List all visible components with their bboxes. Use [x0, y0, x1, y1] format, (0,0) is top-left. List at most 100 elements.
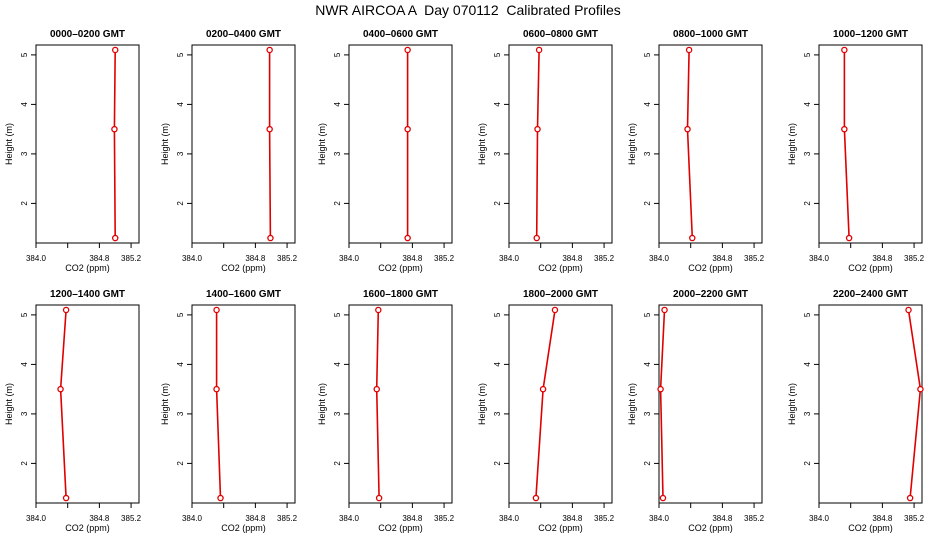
- y-tick-label: 3: [176, 411, 185, 416]
- profile-panel: 1600–1800 GMT 384.0 384.8 385.2 CO2 (ppm) 2 3 4…: [317, 289, 455, 533]
- figure-title: NWR AIRCOA A Day 070112 Calibrated Profi…: [315, 2, 621, 18]
- panel-title: 1000–1200 GMT: [833, 29, 908, 40]
- x-tick-label: 384.0: [26, 514, 47, 523]
- x-tick-label: 384.8: [402, 254, 423, 263]
- x-tick-label: 384.8: [562, 254, 583, 263]
- panel-title: 1800–2000 GMT: [523, 289, 598, 300]
- y-tick-label: 4: [643, 362, 652, 367]
- x-tick-label: 385.2: [121, 514, 142, 523]
- profile-line: [59, 309, 67, 499]
- x-tick-label: 384.8: [872, 514, 893, 523]
- y-tick-label: 2: [20, 201, 29, 206]
- y-tick-label: 5: [803, 312, 812, 317]
- data-point: [375, 306, 382, 314]
- y-tick-label: 2: [493, 461, 502, 466]
- profile-line: [535, 49, 540, 239]
- y-axis-label: Height (m): [787, 383, 797, 425]
- x-axis-label: CO2 (ppm): [65, 523, 110, 533]
- data-point: [684, 125, 691, 133]
- y-tick-label: 5: [20, 52, 29, 57]
- profile-line: [375, 309, 380, 499]
- data-point: [111, 234, 119, 242]
- x-tick-label: 384.8: [245, 254, 266, 263]
- data-point: [657, 385, 664, 393]
- y-tick-label: 3: [493, 411, 502, 416]
- y-tick-label: 3: [643, 151, 652, 156]
- y-tick-label: 3: [176, 151, 185, 156]
- plot-frame: [348, 44, 453, 244]
- y-tick-label: 3: [20, 151, 29, 156]
- y-tick-label: 5: [643, 312, 652, 317]
- data-point: [841, 46, 848, 54]
- profile-line: [113, 49, 116, 239]
- y-tick-label: 4: [493, 362, 502, 367]
- profile-panel: 2000–2200 GMT 384.0 384.8 385.2 CO2 (ppm) 2 3 4…: [627, 289, 765, 533]
- panel-title: 1600–1800 GMT: [363, 289, 438, 300]
- y-tick-label: 5: [333, 52, 342, 57]
- y-axis-label: Height (m): [4, 383, 14, 425]
- plot-frame: [191, 44, 296, 244]
- y-axis-label: Height (m): [317, 123, 327, 165]
- y-tick-label: 4: [333, 102, 342, 107]
- y-tick-label: 5: [493, 52, 502, 57]
- y-tick-label: 4: [493, 102, 502, 107]
- x-axis-label: CO2 (ppm): [378, 263, 423, 273]
- x-axis-label: CO2 (ppm): [688, 263, 733, 273]
- plot-frame: [191, 304, 296, 504]
- data-point: [841, 125, 848, 133]
- x-axis-label: CO2 (ppm): [378, 523, 423, 533]
- y-tick-label: 4: [803, 362, 812, 367]
- x-tick-label: 385.2: [434, 254, 455, 263]
- data-point: [62, 306, 70, 314]
- x-tick-label: 384.0: [649, 254, 670, 263]
- x-axis-label: CO2 (ppm): [848, 263, 893, 273]
- data-point: [217, 494, 224, 502]
- plot-frame: [35, 304, 140, 504]
- x-tick-label: 384.0: [339, 254, 360, 263]
- y-tick-label: 2: [803, 461, 812, 466]
- data-point: [917, 385, 924, 393]
- x-axis-label: CO2 (ppm): [538, 263, 583, 273]
- data-point: [62, 494, 70, 502]
- plot-frame: [818, 44, 923, 244]
- y-tick-label: 5: [20, 312, 29, 317]
- x-tick-label: 384.0: [649, 514, 670, 523]
- plot-frame: [658, 304, 763, 504]
- data-point: [689, 234, 696, 242]
- profile-panel: 0000–0200 GMT 384.0 384.8 385.2 CO2 (ppm) 2 3 4…: [4, 29, 142, 273]
- data-point: [267, 234, 274, 242]
- x-axis-label: CO2 (ppm): [538, 523, 583, 533]
- profile-line: [215, 310, 222, 499]
- data-point: [534, 125, 541, 133]
- data-point: [404, 125, 411, 133]
- x-tick-label: 385.2: [594, 254, 615, 263]
- y-tick-label: 5: [176, 52, 185, 57]
- profile-panel: 1200–1400 GMT 384.0 384.8 385.2 CO2 (ppm) 2 3 4…: [4, 289, 142, 533]
- y-tick-label: 4: [20, 102, 29, 107]
- y-tick-label: 2: [333, 201, 342, 206]
- x-tick-label: 385.2: [594, 514, 615, 523]
- y-axis-label: Height (m): [4, 123, 14, 165]
- y-tick-label: 5: [176, 312, 185, 317]
- data-point: [905, 306, 912, 314]
- y-tick-label: 5: [333, 312, 342, 317]
- x-tick-label: 385.2: [277, 254, 298, 263]
- profile-line: [535, 309, 556, 499]
- data-point: [533, 234, 540, 242]
- data-point: [375, 494, 383, 502]
- y-tick-label: 2: [643, 461, 652, 466]
- y-tick-label: 4: [333, 362, 342, 367]
- y-tick-label: 3: [20, 411, 29, 416]
- panel-title: 0400–0600 GMT: [363, 29, 438, 40]
- profile-panel: 2200–2400 GMT 384.0 384.8 385.2 CO2 (ppm) 2 3 4…: [787, 289, 925, 533]
- profile-line: [686, 49, 694, 239]
- x-tick-label: 384.8: [89, 254, 110, 263]
- x-axis-label: CO2 (ppm): [688, 523, 733, 533]
- data-point: [659, 494, 667, 502]
- profile-panel: 1000–1200 GMT 384.0 384.8 385.2 CO2 (ppm) 2 3 4…: [787, 29, 925, 273]
- panel-title: 2000–2200 GMT: [673, 289, 748, 300]
- x-tick-label: 385.2: [904, 254, 925, 263]
- data-point: [373, 385, 380, 393]
- data-point: [532, 494, 540, 502]
